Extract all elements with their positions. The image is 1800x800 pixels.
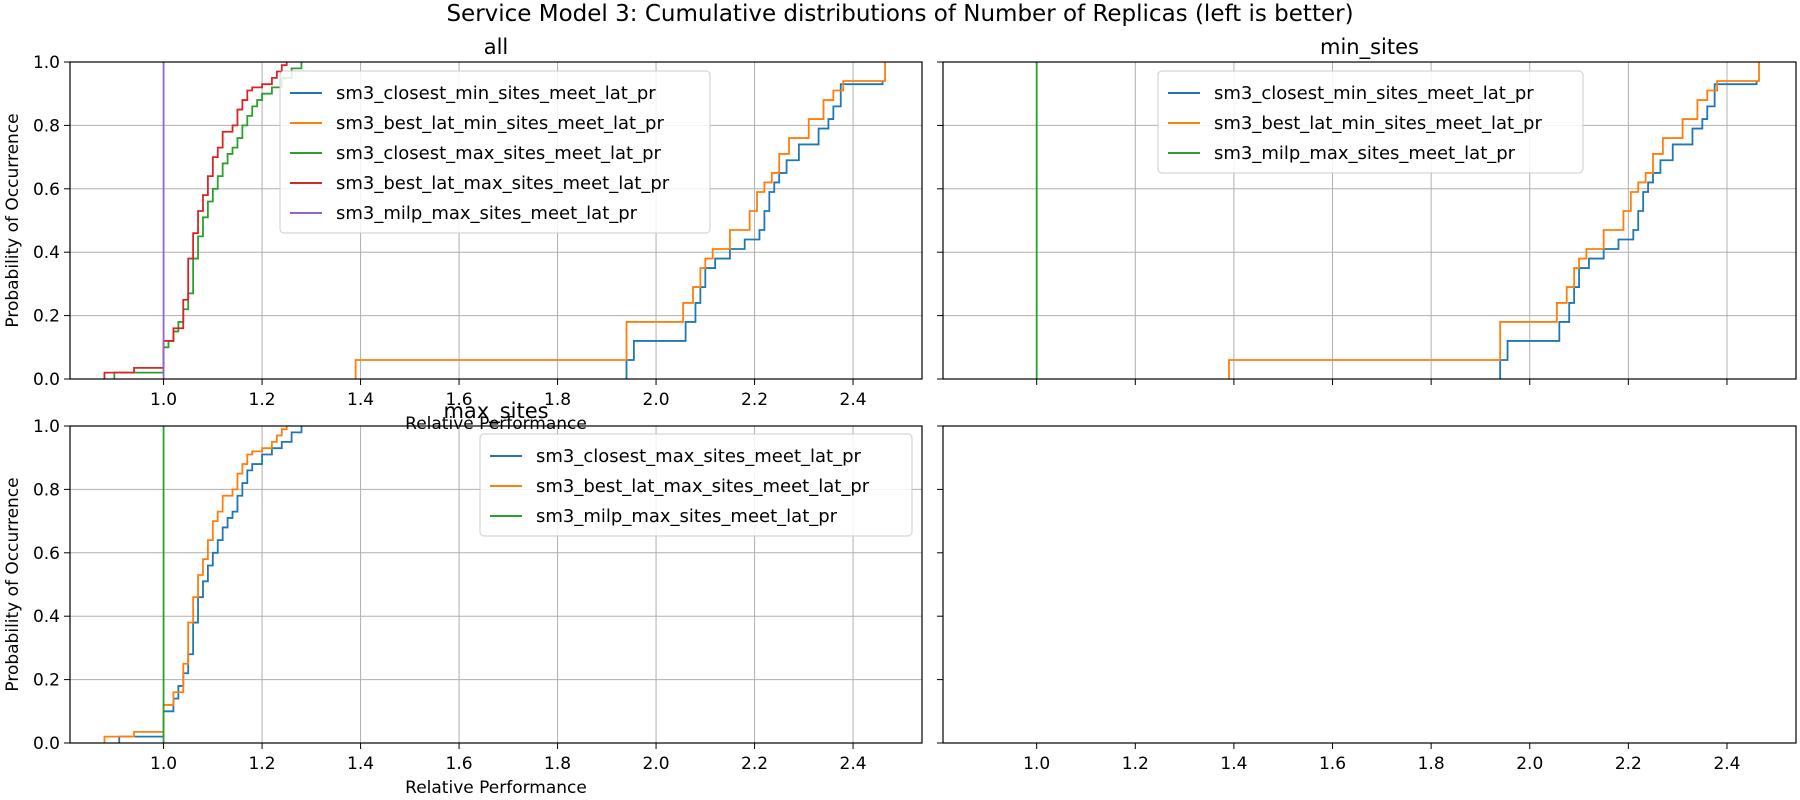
legend-label: sm3_closest_min_sites_meet_lat_pr <box>336 83 656 104</box>
x-axis-label: Relative Performance <box>405 414 587 434</box>
x-axis-label: Relative Performance <box>405 778 587 798</box>
y-tick-label: 1.0 <box>33 417 60 437</box>
x-tick-label: 1.6 <box>1319 754 1346 774</box>
y-tick-label: 0.6 <box>33 544 60 564</box>
y-tick-label: 0.6 <box>33 180 60 200</box>
legend: sm3_closest_min_sites_meet_lat_pr sm3_bes… <box>279 70 711 234</box>
x-tick-label: 1.0 <box>150 754 177 774</box>
figure-title: Service Model 3: Cumulative distribution… <box>446 1 1354 27</box>
panel-min_sites: min_sites sm3_closest_min_sites_meet_lat_… <box>937 35 1797 385</box>
panel-title: max_sites <box>443 399 548 424</box>
legend-label: sm3_best_lat_max_sites_meet_lat_pr <box>336 173 670 194</box>
legend-label: sm3_milp_max_sites_meet_lat_pr <box>336 203 638 224</box>
series-line <box>354 62 886 379</box>
legend: sm3_closest_max_sites_meet_lat_pr sm3_bes… <box>479 433 913 537</box>
x-tick-label: 2.2 <box>741 754 768 774</box>
legend-label: sm3_milp_max_sites_meet_lat_pr <box>1214 143 1516 164</box>
x-tick-label: 1.6 <box>446 390 473 410</box>
plot-frame <box>942 61 1797 380</box>
x-tick-label: 1.8 <box>544 390 571 410</box>
y-tick-label: 0.8 <box>33 480 60 500</box>
panel-max_sites: 1.0 1.2 1.4 1.6 1.8 2.0 2.2 2.4 0.0 0.2 0.4 0.6 0.8 1… <box>3 399 923 798</box>
y-tick-label: 1.0 <box>33 53 60 73</box>
series-line <box>625 81 884 379</box>
legend-label: sm3_closest_min_sites_meet_lat_pr <box>1214 83 1534 104</box>
plot-frame <box>69 61 923 380</box>
x-tick-label: 1.2 <box>249 390 276 410</box>
panel-title: min_sites <box>1320 35 1419 60</box>
y-tick-label: 0.4 <box>33 243 60 263</box>
x-tick-label: 1.2 <box>1122 754 1149 774</box>
legend-frame <box>479 433 913 537</box>
x-tick-label: 1.8 <box>544 754 571 774</box>
y-axis-label: Probability of Occurrence <box>3 477 23 691</box>
x-tick-label: 2.0 <box>643 390 670 410</box>
series-line <box>1499 81 1758 379</box>
panel-title: all <box>484 35 509 59</box>
x-tick-label: 1.4 <box>347 754 374 774</box>
y-tick-label: 0.2 <box>33 671 60 691</box>
series-line <box>1228 62 1760 379</box>
panel-all: 1.0 1.2 1.4 1.6 1.8 2.0 2.2 2.4 0.0 0.2 0.4 0.6 0.8 1… <box>3 35 923 434</box>
legend-label: sm3_closest_max_sites_meet_lat_pr <box>536 446 862 467</box>
x-tick-label: 1.8 <box>1418 754 1445 774</box>
series-line <box>118 426 303 743</box>
y-tick-label: 0.2 <box>33 307 60 327</box>
x-tick-label: 1.0 <box>1023 754 1050 774</box>
plot-frame <box>69 425 923 744</box>
x-tick-label: 1.2 <box>249 754 276 774</box>
series-line <box>113 62 303 379</box>
y-tick-label: 0.0 <box>33 370 60 390</box>
x-tick-label: 2.4 <box>1713 754 1740 774</box>
y-tick-label: 0.4 <box>33 607 60 627</box>
legend-label: sm3_milp_max_sites_meet_lat_pr <box>536 506 838 527</box>
plot-frame <box>942 425 1797 744</box>
series-line <box>103 62 288 379</box>
x-tick-label: 1.0 <box>150 390 177 410</box>
y-tick-label: 0.8 <box>33 116 60 136</box>
x-tick-label: 1.4 <box>347 390 374 410</box>
panel-empty: 1.0 1.2 1.4 1.6 1.8 2.0 2.2 2.4 <box>937 425 1797 774</box>
y-axis-label: Probability of Occurrence <box>3 113 23 327</box>
y-tick-label: 0.0 <box>33 734 60 754</box>
x-tick-label: 2.0 <box>643 754 670 774</box>
legend-frame <box>1157 70 1584 174</box>
x-tick-label: 2.2 <box>1615 754 1642 774</box>
x-tick-label: 1.6 <box>446 754 473 774</box>
x-tick-label: 2.2 <box>741 390 768 410</box>
legend-label: sm3_best_lat_min_sites_meet_lat_pr <box>1214 113 1542 134</box>
legend-label: sm3_closest_max_sites_meet_lat_pr <box>336 143 662 164</box>
legend: sm3_closest_min_sites_meet_lat_pr sm3_bes… <box>1157 70 1584 174</box>
x-tick-label: 1.4 <box>1220 754 1247 774</box>
x-tick-label: 2.0 <box>1516 754 1543 774</box>
x-tick-label: 2.4 <box>840 754 867 774</box>
legend-label: sm3_best_lat_max_sites_meet_lat_pr <box>536 476 870 497</box>
series-line <box>103 426 288 743</box>
legend-label: sm3_best_lat_min_sites_meet_lat_pr <box>336 113 664 134</box>
legend-frame <box>279 70 711 234</box>
x-tick-label: 2.4 <box>840 390 867 410</box>
